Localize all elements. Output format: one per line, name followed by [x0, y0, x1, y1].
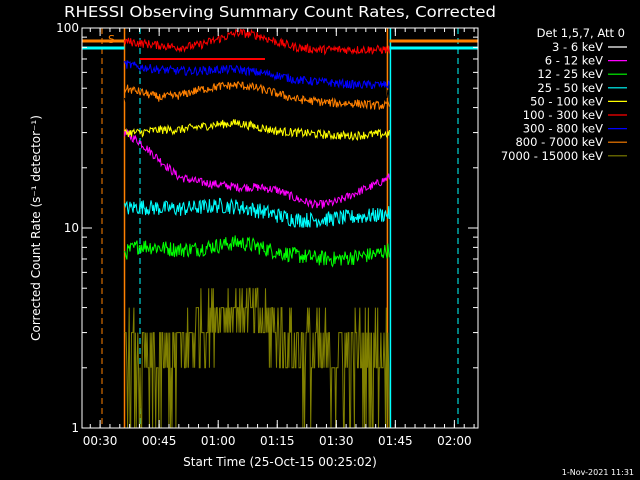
y-axis-label: Corrected Count Rate (s⁻¹ detector⁻¹): [29, 115, 43, 341]
x-tick-label: 01:15: [260, 434, 295, 448]
legend-label: 300 - 800 keV: [523, 122, 603, 136]
series-line: [124, 81, 390, 110]
y-tick-label: 10: [64, 221, 79, 235]
legend-label: 3 - 6 keV: [552, 40, 603, 54]
legend-label: 25 - 50 keV: [537, 81, 603, 95]
series-line: [124, 82, 390, 109]
series-line: [124, 287, 390, 429]
series-line: [124, 59, 390, 90]
x-axis-label: Start Time (25-Oct-15 00:25:02): [183, 455, 377, 469]
chart-title: RHESSI Observing Summary Count Rates, Co…: [64, 3, 496, 21]
y-tick-label: 1: [71, 421, 79, 435]
series-line: [124, 128, 390, 209]
series-line: [124, 235, 390, 268]
footer-timestamp: 1-Nov-2021 11:31: [562, 468, 634, 477]
legend-title: Det 1,5,7, Att 0: [537, 26, 625, 40]
legend-label: 50 - 100 keV: [530, 94, 603, 108]
x-tick-label: 00:30: [83, 434, 118, 448]
legend-label: 12 - 25 keV: [537, 67, 603, 81]
series-line: [124, 197, 390, 228]
marker-label: S: [108, 33, 115, 46]
series-line: [124, 28, 390, 56]
plot-axes: 00:30 00:45 01:00 01:15 01:30 01:45 02:00 1 10 10…: [56, 21, 479, 448]
x-tick-label: 00:45: [142, 434, 177, 448]
legend-label: 800 - 7000 keV: [515, 135, 603, 149]
series-line: [124, 119, 390, 142]
x-tick-label: 02:00: [437, 434, 472, 448]
x-tick-label: 01:30: [319, 434, 354, 448]
x-tick-label: 01:45: [378, 434, 413, 448]
y-tick-label: 100: [56, 21, 79, 35]
legend-label: 6 - 12 keV: [545, 54, 603, 68]
legend-label: 100 - 300 keV: [523, 108, 603, 122]
legend-label: 7000 - 15000 keV: [501, 149, 603, 163]
series-layer: [124, 28, 390, 429]
x-tick-label: 01:00: [201, 434, 236, 448]
